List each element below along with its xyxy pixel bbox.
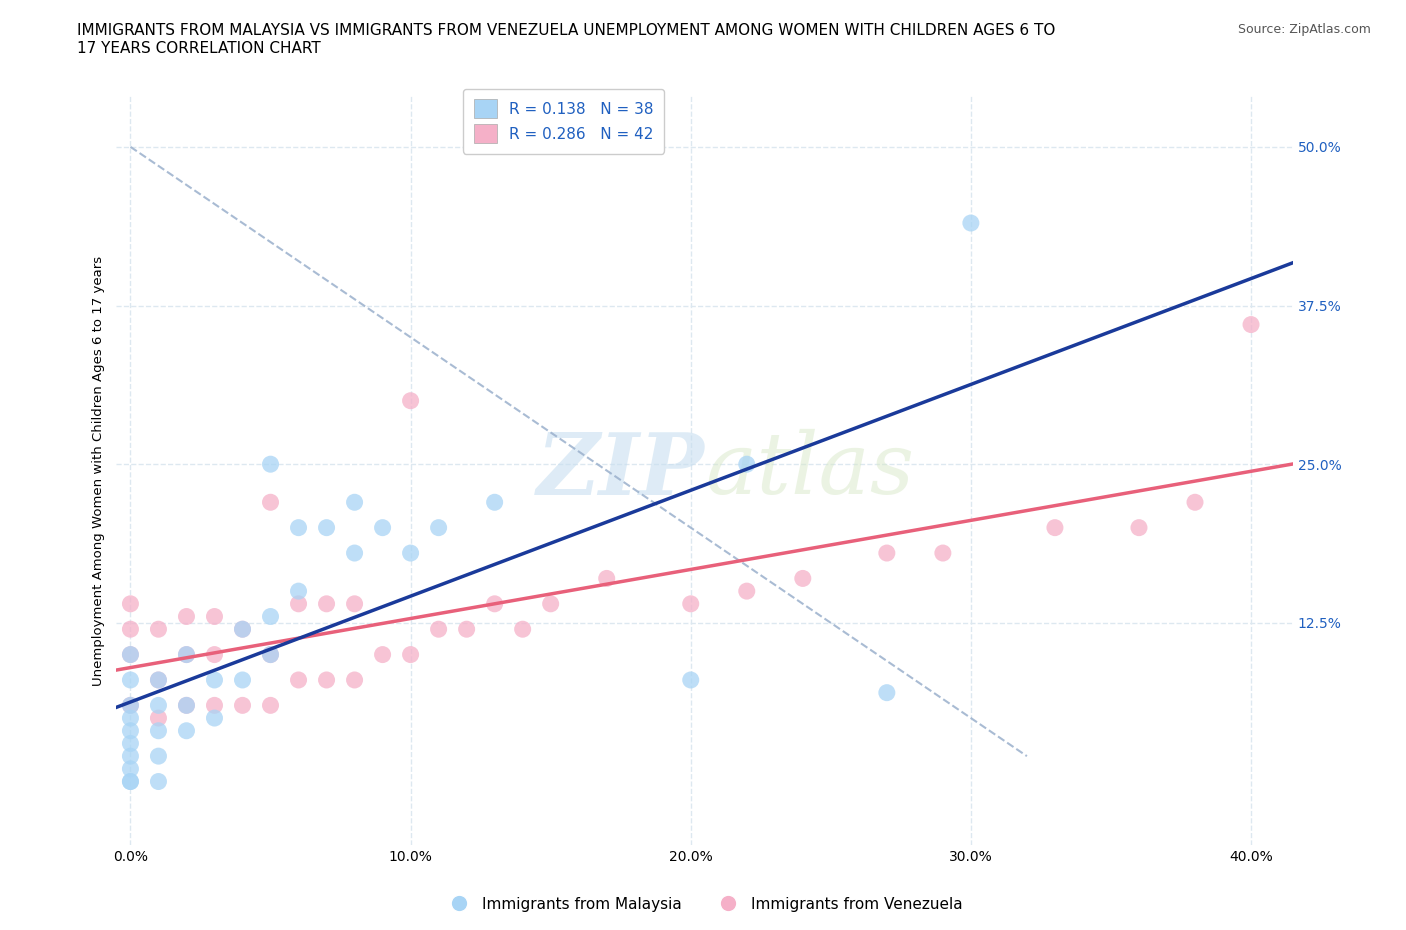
Point — [120, 622, 142, 637]
Point — [287, 596, 309, 611]
Point — [456, 622, 478, 637]
Point — [148, 749, 170, 764]
Text: atlas: atlas — [704, 430, 914, 512]
Point — [120, 698, 142, 712]
Point — [176, 609, 198, 624]
Text: IMMIGRANTS FROM MALAYSIA VS IMMIGRANTS FROM VENEZUELA UNEMPLOYMENT AMONG WOMEN W: IMMIGRANTS FROM MALAYSIA VS IMMIGRANTS F… — [77, 23, 1056, 56]
Point — [960, 216, 983, 231]
Point — [1240, 317, 1263, 332]
Point — [231, 622, 253, 637]
Point — [204, 711, 226, 725]
Point — [176, 698, 198, 712]
Text: ZIP: ZIP — [537, 429, 704, 512]
Point — [231, 672, 253, 687]
Point — [204, 698, 226, 712]
Point — [120, 774, 142, 789]
Point — [120, 647, 142, 662]
Point — [399, 647, 422, 662]
Point — [315, 520, 337, 535]
Point — [484, 495, 506, 510]
Point — [259, 647, 281, 662]
Point — [1128, 520, 1150, 535]
Point — [176, 698, 198, 712]
Point — [148, 672, 170, 687]
Point — [540, 596, 562, 611]
Point — [287, 520, 309, 535]
Point — [371, 520, 394, 535]
Point — [120, 647, 142, 662]
Point — [876, 685, 898, 700]
Point — [876, 546, 898, 561]
Point — [231, 622, 253, 637]
Point — [148, 698, 170, 712]
Point — [315, 672, 337, 687]
Point — [1043, 520, 1066, 535]
Point — [1184, 495, 1206, 510]
Point — [343, 672, 366, 687]
Point — [120, 762, 142, 777]
Point — [259, 609, 281, 624]
Point — [259, 647, 281, 662]
Point — [204, 609, 226, 624]
Point — [484, 596, 506, 611]
Point — [735, 457, 758, 472]
Legend: R = 0.138   N = 38, R = 0.286   N = 42: R = 0.138 N = 38, R = 0.286 N = 42 — [463, 88, 664, 153]
Point — [399, 393, 422, 408]
Point — [343, 546, 366, 561]
Point — [259, 457, 281, 472]
Point — [315, 596, 337, 611]
Point — [596, 571, 619, 586]
Point — [120, 724, 142, 738]
Legend: Immigrants from Malaysia, Immigrants from Venezuela: Immigrants from Malaysia, Immigrants fro… — [437, 891, 969, 918]
Point — [120, 774, 142, 789]
Point — [287, 584, 309, 599]
Point — [343, 596, 366, 611]
Point — [679, 596, 702, 611]
Point — [148, 672, 170, 687]
Y-axis label: Unemployment Among Women with Children Ages 6 to 17 years: Unemployment Among Women with Children A… — [93, 256, 105, 685]
Point — [343, 495, 366, 510]
Point — [932, 546, 955, 561]
Point — [148, 622, 170, 637]
Point — [512, 622, 534, 637]
Point — [148, 724, 170, 738]
Point — [120, 596, 142, 611]
Point — [120, 749, 142, 764]
Point — [287, 672, 309, 687]
Point — [371, 647, 394, 662]
Point — [427, 520, 450, 535]
Point — [148, 711, 170, 725]
Text: Source: ZipAtlas.com: Source: ZipAtlas.com — [1237, 23, 1371, 36]
Point — [792, 571, 814, 586]
Point — [120, 672, 142, 687]
Point — [176, 647, 198, 662]
Point — [679, 672, 702, 687]
Point — [204, 672, 226, 687]
Point — [259, 698, 281, 712]
Point — [259, 495, 281, 510]
Point — [148, 774, 170, 789]
Point — [735, 584, 758, 599]
Point — [120, 698, 142, 712]
Point — [176, 647, 198, 662]
Point — [120, 711, 142, 725]
Point — [427, 622, 450, 637]
Point — [399, 546, 422, 561]
Point — [120, 736, 142, 751]
Point — [231, 698, 253, 712]
Point — [204, 647, 226, 662]
Point — [176, 724, 198, 738]
